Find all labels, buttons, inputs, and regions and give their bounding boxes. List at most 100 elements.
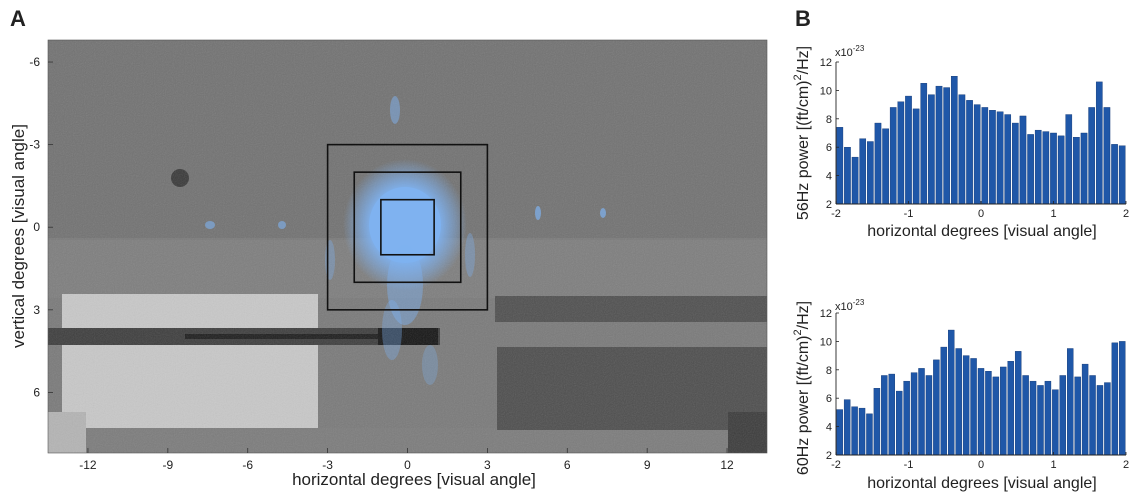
b-top-bar bbox=[1095, 81, 1103, 205]
blue-speck-left-2 bbox=[278, 221, 286, 229]
b-top-bar bbox=[1065, 114, 1073, 205]
b-top-bar bbox=[1111, 144, 1118, 205]
b-bottom-bar bbox=[895, 390, 903, 456]
b-top-x-tick-label: 1 bbox=[1050, 208, 1056, 220]
b-bottom-bar bbox=[955, 348, 962, 456]
a-x-tick-label: -9 bbox=[162, 458, 173, 472]
b-bottom-bar bbox=[836, 409, 843, 456]
b-top-bar bbox=[1019, 115, 1027, 205]
b-top-bar bbox=[867, 141, 874, 205]
b-top-bar bbox=[1004, 114, 1012, 205]
b-top-bar bbox=[859, 138, 867, 205]
b-bottom-bar bbox=[1119, 341, 1126, 456]
b-top-bar bbox=[1088, 107, 1095, 205]
a-x-tick-label: -3 bbox=[322, 458, 333, 472]
b-bottom-bar bbox=[851, 406, 858, 456]
b-top-bar bbox=[836, 127, 844, 205]
b-bottom-x-tick-label: -2 bbox=[831, 459, 841, 471]
blue-tail-3 bbox=[422, 345, 438, 385]
b-bottom-bar bbox=[881, 375, 888, 456]
b-bottom-bar bbox=[1052, 389, 1059, 456]
b-bottom-y-tick-label: 10 bbox=[820, 336, 832, 348]
b-top-scale: x10-23 bbox=[835, 44, 865, 59]
b-bottom-y-tick-label: 12 bbox=[820, 308, 832, 320]
blue-tail-2 bbox=[382, 300, 402, 360]
blue-tail bbox=[387, 245, 423, 325]
b-bottom-bar bbox=[1029, 380, 1037, 456]
b-bottom-x-axis-label: horizontal degrees [visual angle] bbox=[867, 475, 1096, 492]
roi-square-1 bbox=[326, 143, 489, 311]
b-top-y-tick-label: 4 bbox=[826, 171, 832, 183]
a-y-axis-label: vertical degrees [visual angle] bbox=[9, 124, 28, 348]
b-bottom-bar bbox=[933, 359, 940, 456]
b-top-bar bbox=[905, 95, 912, 205]
a-x-axis-label: horizontal degrees [visual angle] bbox=[292, 470, 536, 489]
b-top-y-axis-label: 56Hz power [(ft/cm)2/Hz] bbox=[792, 46, 812, 220]
a-x-tick-label: -12 bbox=[79, 458, 97, 472]
panel-b-label: B bbox=[795, 6, 811, 31]
a-x-tick-label: 0 bbox=[404, 458, 411, 472]
b-top-bar bbox=[874, 122, 882, 205]
b-bottom-bar bbox=[1000, 366, 1007, 456]
blue-core bbox=[369, 187, 441, 263]
blue-speck-right-3 bbox=[465, 233, 475, 277]
b-top-x-tick-label: 2 bbox=[1123, 208, 1129, 220]
b-bottom-bar bbox=[843, 399, 851, 456]
b-bottom-bar bbox=[1096, 385, 1104, 456]
blue-speck-top bbox=[390, 96, 400, 124]
b-bottom-x-tick-label: 1 bbox=[1050, 459, 1056, 471]
b-top-x-tick-label: -2 bbox=[831, 208, 841, 220]
a-x-tick-label: 6 bbox=[564, 458, 571, 472]
b-bottom-bars bbox=[836, 329, 1126, 456]
b-bottom-bar bbox=[925, 375, 933, 456]
b-bottom-y-tick-label: 8 bbox=[826, 365, 832, 377]
a-x-tick-label: -6 bbox=[242, 458, 253, 472]
b-bottom-bar bbox=[1022, 375, 1029, 456]
b-top-bars bbox=[836, 75, 1126, 205]
b-top-bar bbox=[920, 83, 928, 205]
b-top-bar bbox=[958, 94, 966, 205]
b-bottom-bar bbox=[918, 368, 925, 456]
b-bottom-x-tick-label: 0 bbox=[978, 459, 984, 471]
b-bottom-bar bbox=[1007, 361, 1014, 456]
b-top-bar bbox=[966, 100, 973, 205]
b-top-bar bbox=[912, 108, 920, 205]
b-top-bar bbox=[981, 107, 989, 205]
b-bottom-bar bbox=[1089, 375, 1096, 456]
b-bottom-x-tick-label: 2 bbox=[1123, 459, 1129, 471]
roi-squares bbox=[326, 143, 489, 311]
b-top-bar bbox=[1103, 107, 1111, 205]
b-top-bar bbox=[928, 94, 935, 205]
b-top-bar bbox=[950, 75, 958, 205]
b-bottom-bar bbox=[1067, 348, 1074, 456]
a-y-tick-label: 6 bbox=[33, 385, 40, 399]
b-top-bar bbox=[1042, 131, 1050, 205]
a-y-ticks: -6 -3 0 3 6 bbox=[29, 55, 53, 399]
a-x-tick-label: 3 bbox=[484, 458, 491, 472]
b-top-bar bbox=[1050, 132, 1057, 205]
b-top-bar bbox=[889, 107, 897, 205]
roi-square-2 bbox=[353, 171, 462, 284]
b-bottom-bar bbox=[1037, 385, 1044, 456]
b-bottom-y-tick-label: 2 bbox=[826, 450, 832, 462]
b-bottom-bar bbox=[1059, 375, 1067, 456]
b-top-y-tick-label: 12 bbox=[820, 57, 832, 69]
b-bottom-x-tick-label: -1 bbox=[904, 459, 914, 471]
b-bottom-y-axis-label: 60Hz power [(ft/cm)2/Hz] bbox=[792, 301, 812, 475]
b-top-bar bbox=[996, 111, 1004, 205]
b-top-bar bbox=[1080, 132, 1088, 205]
b-top-bar bbox=[1073, 137, 1080, 205]
blue-speck-right bbox=[535, 206, 541, 220]
b-top-y-tick-label: 2 bbox=[826, 199, 832, 211]
b-top-bar bbox=[882, 128, 889, 205]
blue-speck-left bbox=[205, 221, 215, 229]
b-bottom-bar bbox=[888, 373, 895, 456]
b-bottom-bar bbox=[985, 371, 992, 456]
a-x-ticks: -12 -9 -6 -3 0 3 6 9 12 bbox=[79, 448, 734, 472]
b-top-bar bbox=[1118, 145, 1126, 205]
